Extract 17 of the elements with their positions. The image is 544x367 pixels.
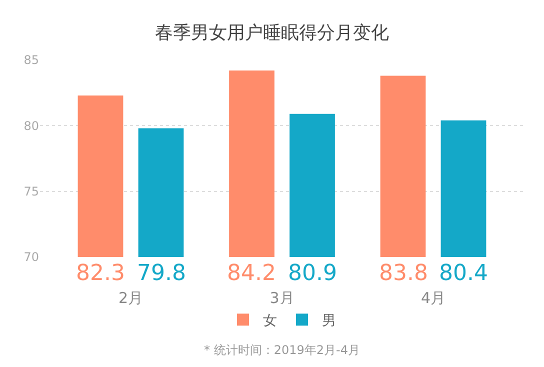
x-tick-label: 2月 bbox=[118, 289, 144, 307]
data-label: 79.8 bbox=[137, 261, 186, 286]
y-tick-label: 70 bbox=[24, 250, 39, 264]
data-label: 80.4 bbox=[439, 261, 488, 286]
text: * 统计时间：2019年2月-4月 bbox=[204, 343, 360, 357]
legend-label: 男 bbox=[322, 313, 336, 330]
x-tick-label: 4月 bbox=[420, 289, 446, 307]
x-tick-label: 3月 bbox=[270, 289, 294, 307]
data-label: 83.8 bbox=[379, 261, 428, 286]
y-tick-label: 80 bbox=[24, 118, 39, 133]
data-label: 82.3 bbox=[76, 261, 125, 286]
y-tick-label: 85 bbox=[24, 53, 39, 68]
data-label: 84.2 bbox=[227, 261, 276, 286]
chart-title: 春季男女用户睡眠得分月变化 bbox=[155, 22, 389, 44]
y-tick-label: 75 bbox=[24, 184, 39, 199]
legend-label: 女 bbox=[263, 313, 277, 330]
data-label: 80.9 bbox=[288, 261, 337, 286]
